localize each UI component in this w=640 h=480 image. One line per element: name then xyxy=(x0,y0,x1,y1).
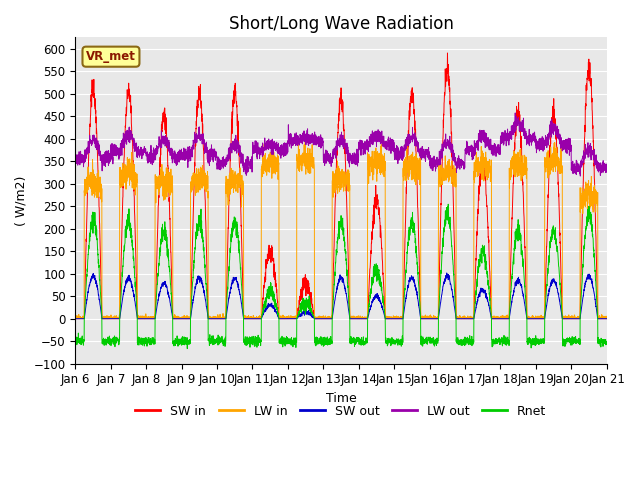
Text: VR_met: VR_met xyxy=(86,50,136,63)
Title: Short/Long Wave Radiation: Short/Long Wave Radiation xyxy=(228,15,453,33)
Y-axis label: ( W/m2): ( W/m2) xyxy=(15,175,28,226)
Legend: SW in, LW in, SW out, LW out, Rnet: SW in, LW in, SW out, LW out, Rnet xyxy=(131,400,552,423)
X-axis label: Time: Time xyxy=(326,392,356,405)
